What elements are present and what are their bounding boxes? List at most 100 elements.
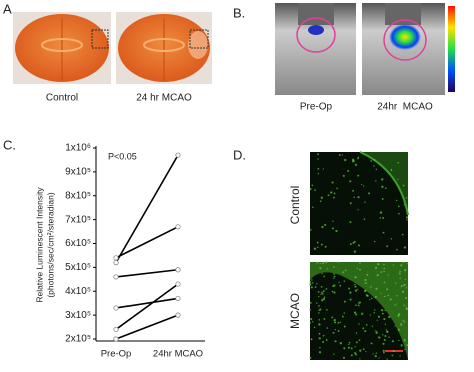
speckle xyxy=(357,244,360,247)
speckle xyxy=(364,278,367,282)
speckle xyxy=(354,346,356,348)
speckle xyxy=(342,174,345,177)
series-line xyxy=(115,154,179,263)
caption: 24 hr MCAO xyxy=(136,93,192,104)
speckle xyxy=(366,273,369,276)
speckle xyxy=(370,342,373,345)
speckle xyxy=(322,334,325,337)
speckle xyxy=(333,273,335,275)
speckle xyxy=(320,243,323,246)
point xyxy=(113,274,119,280)
speckle xyxy=(319,308,322,311)
speckle xyxy=(383,281,386,284)
speckle xyxy=(387,274,390,276)
speckle xyxy=(397,205,400,208)
speckle xyxy=(321,272,323,275)
speckle xyxy=(381,178,384,181)
speckle xyxy=(378,336,381,339)
speckle xyxy=(331,316,334,319)
speckle xyxy=(365,294,368,297)
speckle xyxy=(355,313,358,316)
speckle xyxy=(386,245,389,248)
speckle xyxy=(339,284,342,287)
speckle xyxy=(351,158,355,161)
series-line xyxy=(115,226,179,259)
speckle xyxy=(405,306,407,308)
color-scale xyxy=(448,6,455,92)
speckle xyxy=(397,178,399,180)
speckle xyxy=(402,261,404,263)
speckle xyxy=(374,266,378,269)
panel-label: A. xyxy=(3,1,15,16)
speckle xyxy=(344,158,347,162)
speckle xyxy=(361,183,363,186)
speckle xyxy=(331,290,334,293)
x-tick-label: Pre-Op xyxy=(101,349,132,360)
speckle xyxy=(317,246,319,249)
speckle xyxy=(404,296,407,300)
speckle xyxy=(372,353,374,355)
speckle xyxy=(350,354,353,357)
speckle xyxy=(380,309,384,312)
speckle xyxy=(383,263,385,266)
speckle xyxy=(378,357,380,359)
speckle xyxy=(391,340,394,343)
caption: Control xyxy=(288,186,302,225)
speckle xyxy=(344,269,347,272)
speckle xyxy=(383,351,385,354)
speckle xyxy=(403,320,406,323)
speckle xyxy=(357,209,359,211)
speckle xyxy=(379,217,382,219)
panel-label: B. xyxy=(233,5,245,20)
speckle xyxy=(342,271,345,274)
speckle xyxy=(343,300,346,303)
speckle xyxy=(377,262,380,266)
brain-image xyxy=(13,12,111,84)
speckle xyxy=(350,347,353,350)
speckle xyxy=(400,344,403,347)
speckle xyxy=(374,330,376,332)
speckle xyxy=(358,323,360,325)
speckle xyxy=(386,358,388,360)
speckle xyxy=(376,319,378,321)
speckle xyxy=(314,189,316,191)
speckle xyxy=(318,295,320,298)
speckle xyxy=(355,332,358,334)
speckle xyxy=(396,248,398,251)
speckle xyxy=(370,286,372,288)
speckle xyxy=(312,321,314,323)
speckle xyxy=(386,330,389,334)
speckle xyxy=(364,282,367,285)
speckle xyxy=(374,309,376,311)
speckle xyxy=(349,202,352,205)
point xyxy=(175,295,181,302)
speckle xyxy=(333,266,335,268)
speckle xyxy=(334,340,337,343)
speckle xyxy=(375,168,378,171)
speckle xyxy=(406,219,408,221)
speckle xyxy=(320,291,323,294)
speckle xyxy=(406,344,409,347)
speckle xyxy=(353,250,357,253)
speckle xyxy=(403,339,406,342)
point xyxy=(113,336,119,342)
speckle xyxy=(333,277,335,279)
speckle xyxy=(326,268,329,270)
speckle xyxy=(322,168,324,170)
speckle xyxy=(318,337,321,340)
speckle xyxy=(318,318,321,321)
speckle xyxy=(382,342,385,345)
speckle xyxy=(398,212,400,215)
speckle xyxy=(397,313,401,316)
point xyxy=(113,305,119,311)
speckle xyxy=(369,314,371,316)
speckle xyxy=(324,223,327,226)
speckle xyxy=(321,299,324,302)
speckle xyxy=(382,334,384,336)
speckle xyxy=(383,338,386,342)
speckle xyxy=(332,220,334,222)
y-tick-label: 6x10⁵ xyxy=(65,238,91,249)
speckle xyxy=(310,338,313,341)
speckle xyxy=(319,200,322,203)
speckle xyxy=(314,286,317,289)
